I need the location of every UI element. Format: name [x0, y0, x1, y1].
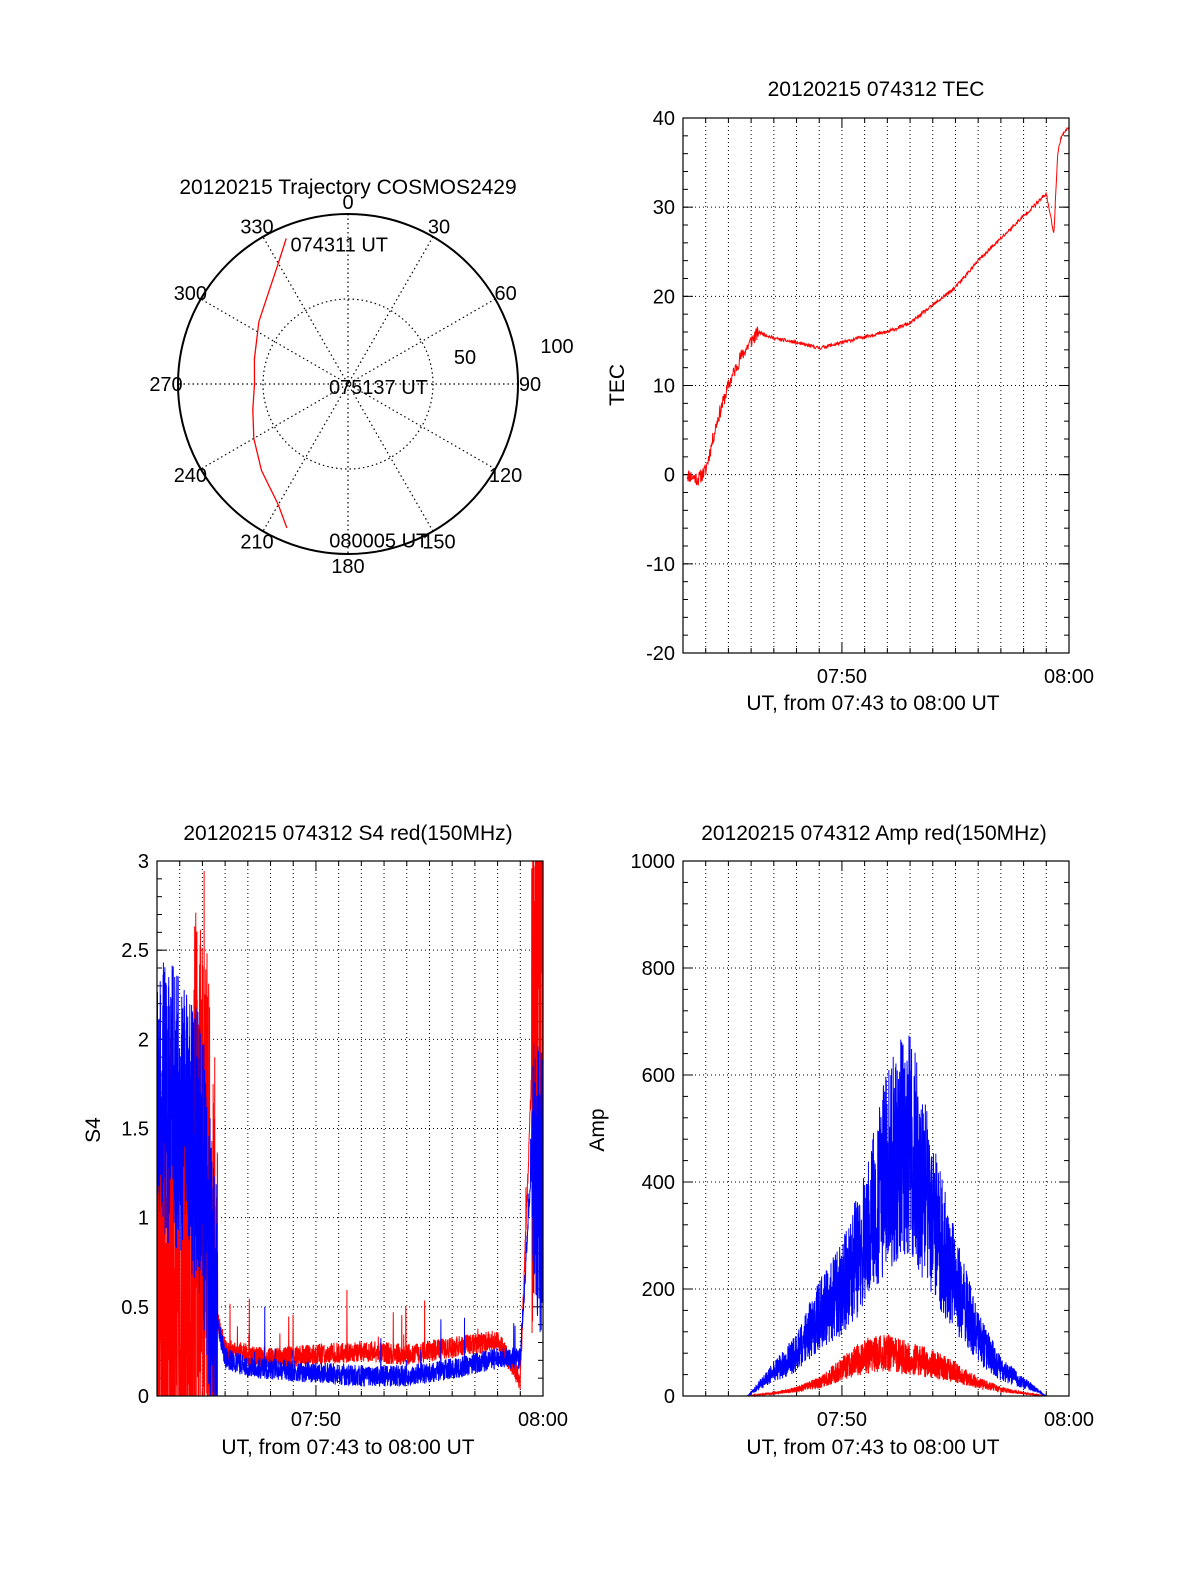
y-tick-label: 600: [642, 1065, 675, 1087]
amp-title: 20120215 074312 Amp red(150MHz): [701, 822, 1047, 845]
trajectory-line: [252, 238, 288, 529]
polar-angle-label: 60: [494, 283, 516, 305]
trajectory-time-label: 080005 UT: [329, 531, 428, 553]
polar-angle-label: 330: [240, 216, 273, 238]
plot-frame: [682, 860, 1070, 1397]
amp-ylabel: Amp: [586, 1108, 609, 1151]
y-tick-label: 0.5: [121, 1297, 149, 1319]
polar-angle-label: 30: [428, 216, 450, 238]
y-tick-label: 1000: [631, 851, 676, 873]
series-blue-line: [156, 962, 544, 1397]
x-tick-label: 07:50: [817, 1409, 867, 1431]
y-tick-label: 2.5: [121, 940, 149, 962]
polar-angle-label: 0: [342, 192, 353, 214]
polar-radial-label: 50: [454, 347, 476, 369]
y-tick-label: 20: [653, 286, 675, 308]
polar-angle-label: 300: [174, 283, 207, 305]
y-tick-label: 40: [653, 108, 675, 130]
polar-angle-label: 180: [331, 556, 364, 578]
polar-angle-label: 120: [489, 465, 522, 487]
y-tick-label: 30: [653, 197, 675, 219]
x-tick-label: 08:00: [1044, 1409, 1094, 1431]
s4-xlabel: UT, from 07:43 to 08:00 UT: [221, 1436, 474, 1459]
x-tick-label: 08:00: [518, 1409, 568, 1431]
s4-title: 20120215 074312 S4 red(150MHz): [183, 822, 512, 845]
y-tick-label: 10: [653, 376, 675, 398]
y-tick-label: 400: [642, 1172, 675, 1194]
s4-ylabel: S4: [82, 1117, 105, 1143]
tec-panel: 20120215 074312 TEC UT, from 07:43 to 08…: [606, 78, 1094, 715]
series-red-line: [686, 126, 1070, 486]
trajectory-time-label: 075137 UT: [329, 377, 428, 399]
y-tick-label: 0: [664, 465, 675, 487]
s4-panel: 20120215 074312 S4 red(150MHz) UT, from …: [82, 822, 568, 1459]
amp-panel: 20120215 074312 Amp red(150MHz) UT, from…: [586, 822, 1094, 1459]
y-tick-label: 800: [642, 958, 675, 980]
y-tick-label: 0: [138, 1386, 149, 1408]
trajectory-title: 20120215 Trajectory COSMOS2429: [179, 176, 516, 199]
x-tick-label: 08:00: [1044, 666, 1094, 688]
x-tick-label: 07:50: [817, 666, 867, 688]
polar-angle-label: 210: [240, 532, 273, 554]
y-tick-label: 200: [642, 1279, 675, 1301]
trajectory-time-label: 074311 UT: [291, 235, 388, 257]
y-tick-label: -10: [646, 554, 675, 576]
amp-xlabel: UT, from 07:43 to 08:00 UT: [746, 1436, 999, 1459]
y-tick-label: 3: [138, 851, 149, 873]
y-tick-label: -20: [646, 643, 675, 665]
polar-angle-label: 270: [149, 374, 182, 396]
polar-radial-label: 100: [540, 336, 573, 358]
tec-ylabel: TEC: [606, 364, 629, 406]
y-tick-label: 1: [138, 1208, 149, 1230]
polar-angle-label: 150: [422, 532, 455, 554]
tec-xlabel: UT, from 07:43 to 08:00 UT: [746, 692, 999, 715]
x-tick-label: 07:50: [291, 1409, 341, 1431]
polar-angle-label: 240: [174, 465, 207, 487]
y-tick-label: 0: [664, 1386, 675, 1408]
tec-title: 20120215 074312 TEC: [768, 78, 985, 101]
trajectory-polar-panel: 20120215 Trajectory COSMOS2429 0 30 60 90 12…: [149, 176, 573, 578]
polar-inner-ring: [262, 298, 434, 470]
plot-frame: [682, 117, 1070, 654]
plot-frame: [156, 860, 544, 1397]
y-tick-label: 2: [138, 1029, 149, 1051]
polar-angle-label: 90: [519, 374, 541, 396]
y-tick-label: 1.5: [121, 1119, 149, 1141]
